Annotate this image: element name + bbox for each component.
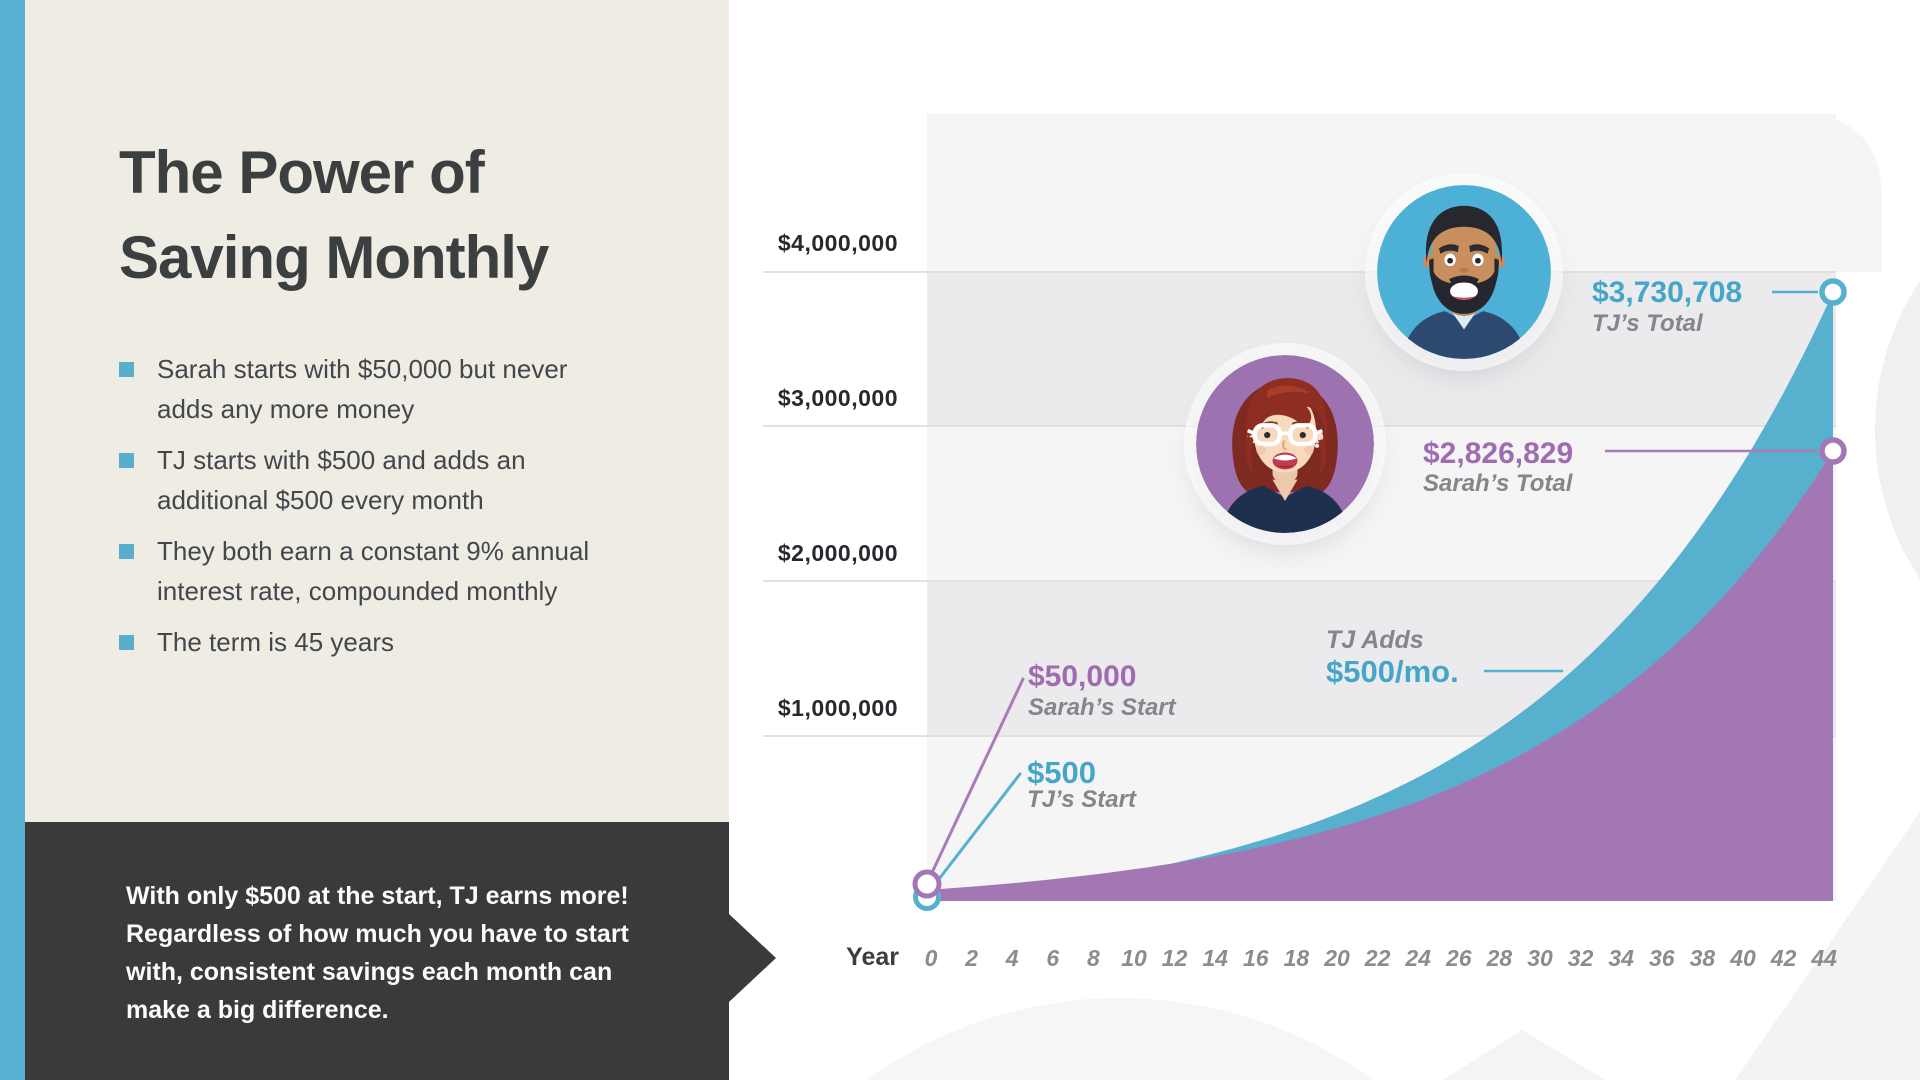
x-axis-tick-label: 10 (1121, 945, 1147, 971)
x-axis-tick-label: 32 (1567, 945, 1594, 971)
x-axis-tick-label: 40 (1730, 945, 1756, 971)
bullet-text: The term is 45 years (157, 627, 394, 657)
x-axis-tick-label: 12 (1161, 945, 1188, 971)
x-axis-tick-label: 20 (1324, 945, 1350, 971)
conclusion-panel-arrow (729, 914, 776, 1002)
x-axis-tick-label: 4 (1005, 945, 1019, 971)
decor-triangle-bottom-center (1443, 1030, 1605, 1080)
sarah-avatar-illustration (1196, 355, 1374, 533)
tj-start-leader-line (927, 772, 1022, 894)
y-axis-label: $4,000,000 (777, 230, 898, 256)
tj-total-value: $3,730,708 (1592, 276, 1743, 309)
sarah-start-marker (912, 869, 942, 899)
x-axis-tick-label: 18 (1283, 945, 1310, 971)
sarah-savings-area (927, 451, 1833, 901)
x-axis-tick-label: 26 (1446, 945, 1472, 971)
bullet-item: The term is 45 years (119, 622, 699, 662)
sarah-total-label: Sarah’s Total (1423, 470, 1573, 497)
y-axis-label: $3,000,000 (777, 385, 898, 411)
x-axis-tick-label: 34 (1608, 945, 1634, 971)
x-axis-tick-label: 38 (1689, 945, 1716, 971)
bullet-item: TJ starts with $500 and adds an addition… (119, 440, 699, 520)
x-axis-tick-label: 6 (1046, 945, 1060, 971)
sarah-start-leader-line (927, 677, 1025, 881)
x-axis-tick-label: 2 (965, 945, 978, 971)
bullet-text: TJ starts with $500 and adds an addition… (157, 445, 526, 515)
x-axis-tick-label: 44 (1811, 945, 1837, 971)
x-axis-tick-label: 28 (1486, 945, 1513, 971)
x-axis-tick-label: 14 (1202, 945, 1228, 971)
x-axis-tick-label: 30 (1527, 945, 1553, 971)
sarah-total-marker (1819, 437, 1847, 465)
y-axis-label: $2,000,000 (777, 540, 898, 566)
x-axis-title: Year (846, 943, 899, 971)
bullet-square-icon (119, 362, 134, 377)
page-title: The Power of Saving Monthly (119, 139, 549, 291)
tj-adds-value: $500/mo. (1326, 654, 1459, 689)
sarah-start-value: $50,000 (1028, 660, 1137, 693)
bullet-square-icon (119, 635, 134, 650)
bullet-item: Sarah starts with $50,000 but never adds… (119, 349, 699, 429)
sarah-start-label: Sarah’s Start (1028, 694, 1176, 721)
bullet-text: They both earn a constant 9% annual inte… (157, 536, 590, 606)
x-axis-tick-label: 36 (1649, 945, 1675, 971)
x-axis-tick-label: 0 (924, 945, 938, 971)
accent-stripe (0, 0, 25, 1080)
assumptions-list: Sarah starts with $50,000 but never adds… (119, 349, 699, 673)
x-axis-tick-label: 24 (1405, 945, 1431, 971)
decor-triangle-bottom-right (1735, 812, 1920, 1080)
tj-avatar (1377, 185, 1551, 359)
x-axis-tick-label: 16 (1243, 945, 1269, 971)
tj-total-marker (1819, 278, 1847, 306)
bullet-item: They both earn a constant 9% annual inte… (119, 531, 699, 611)
tj-avatar-illustration (1377, 185, 1551, 359)
conclusion-panel (25, 822, 729, 1080)
y-axis-label: $1,000,000 (777, 695, 898, 721)
decor-circle-bottom (866, 998, 1374, 1080)
tj-start-value: $500 (1027, 755, 1096, 790)
decor-circle-top-right (1875, 280, 1920, 580)
bullet-square-icon (119, 544, 134, 559)
bullet-text: Sarah starts with $50,000 but never adds… (157, 354, 568, 424)
intro-panel (25, 0, 729, 822)
bullet-square-icon (119, 453, 134, 468)
tj-adds-label: TJ Adds (1326, 626, 1424, 654)
x-axis-tick-label: 42 (1770, 945, 1797, 971)
tj-total-label: TJ’s Total (1592, 310, 1703, 337)
conclusion-text: With only $500 at the start, TJ earns mo… (126, 882, 629, 1024)
x-axis-tick-label: 8 (1086, 945, 1100, 971)
x-axis-tick-label: 22 (1364, 945, 1391, 971)
sarah-total-value: $2,826,829 (1423, 437, 1574, 470)
sarah-avatar (1196, 355, 1374, 533)
tj-start-label: TJ’s Start (1027, 786, 1136, 813)
